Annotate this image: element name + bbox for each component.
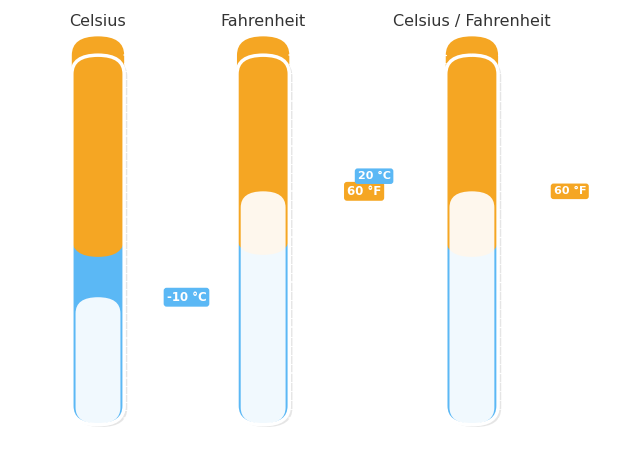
Text: 80: 80 xyxy=(224,142,234,151)
Text: °F: °F xyxy=(500,39,510,48)
FancyBboxPatch shape xyxy=(241,191,285,423)
Text: 50: 50 xyxy=(424,52,432,58)
Text: -40: -40 xyxy=(221,414,234,423)
FancyBboxPatch shape xyxy=(72,37,124,257)
Text: 0: 0 xyxy=(428,254,432,260)
Text: 60 °F: 60 °F xyxy=(347,185,381,198)
Text: 0: 0 xyxy=(511,324,516,331)
Text: 20: 20 xyxy=(424,173,432,179)
Text: 0: 0 xyxy=(229,323,234,332)
FancyBboxPatch shape xyxy=(446,55,498,425)
Text: 20 °C: 20 °C xyxy=(357,171,391,181)
Text: 0: 0 xyxy=(64,253,69,262)
Text: 40: 40 xyxy=(511,234,520,239)
FancyBboxPatch shape xyxy=(75,57,127,427)
Text: Celsius / Fahrenheit: Celsius / Fahrenheit xyxy=(393,14,551,29)
FancyBboxPatch shape xyxy=(237,55,289,425)
FancyBboxPatch shape xyxy=(449,57,501,427)
Text: -30: -30 xyxy=(56,373,69,382)
Text: 100: 100 xyxy=(511,97,525,104)
Text: -40: -40 xyxy=(421,415,432,421)
Text: 30: 30 xyxy=(59,131,69,140)
Text: -30: -30 xyxy=(421,375,432,381)
Text: 10: 10 xyxy=(424,213,432,220)
Text: -20: -20 xyxy=(221,368,234,377)
Text: 40: 40 xyxy=(424,92,432,98)
Text: -20: -20 xyxy=(421,335,432,341)
Text: °C: °C xyxy=(433,39,444,48)
FancyBboxPatch shape xyxy=(72,55,124,425)
FancyBboxPatch shape xyxy=(240,57,292,427)
Text: Celsius: Celsius xyxy=(69,14,126,29)
Text: 40: 40 xyxy=(224,232,234,241)
Text: 20: 20 xyxy=(59,172,69,181)
Text: -10 °C: -10 °C xyxy=(167,291,207,304)
Text: -20: -20 xyxy=(56,333,69,342)
Text: 20: 20 xyxy=(511,279,520,285)
Text: Fahrenheit: Fahrenheit xyxy=(220,14,305,29)
Text: -10: -10 xyxy=(56,293,69,302)
Text: 40: 40 xyxy=(59,91,69,100)
Text: 30: 30 xyxy=(424,133,432,139)
Text: -10: -10 xyxy=(421,294,432,300)
FancyBboxPatch shape xyxy=(446,37,498,257)
Text: 60 °F: 60 °F xyxy=(553,186,586,196)
Text: 50: 50 xyxy=(59,51,69,60)
Text: 100: 100 xyxy=(219,96,234,105)
Text: 120: 120 xyxy=(511,52,525,58)
Text: °F: °F xyxy=(292,39,303,48)
Text: -40: -40 xyxy=(511,415,523,421)
Text: 60: 60 xyxy=(224,187,234,196)
FancyBboxPatch shape xyxy=(449,191,495,423)
Text: 10: 10 xyxy=(59,212,69,221)
Text: 80: 80 xyxy=(511,143,520,149)
FancyBboxPatch shape xyxy=(76,297,120,423)
Text: -40: -40 xyxy=(56,414,69,423)
FancyBboxPatch shape xyxy=(237,37,289,255)
Text: 20: 20 xyxy=(223,277,234,286)
Text: 120: 120 xyxy=(218,51,234,60)
Text: °C: °C xyxy=(127,39,138,48)
Text: 60: 60 xyxy=(511,189,520,194)
Text: -20: -20 xyxy=(511,370,523,376)
